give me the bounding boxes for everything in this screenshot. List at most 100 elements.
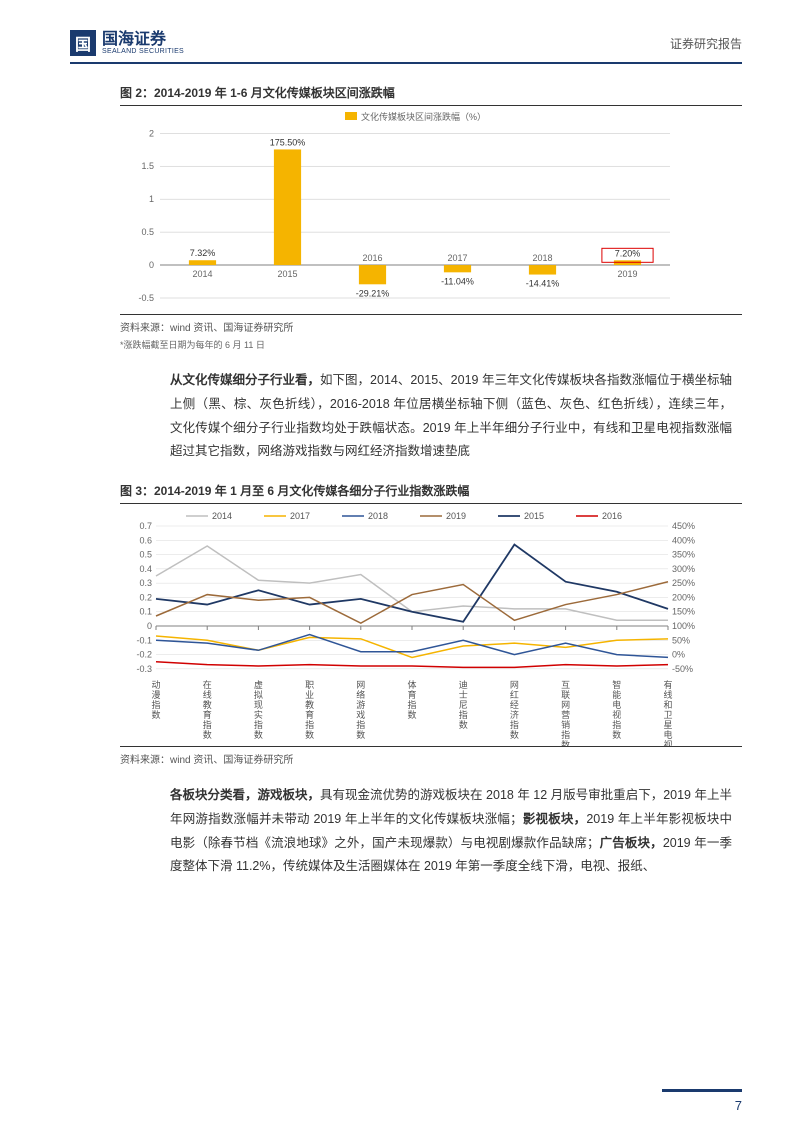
svg-text:尼: 尼 bbox=[459, 700, 468, 710]
svg-text:卫: 卫 bbox=[663, 710, 672, 720]
svg-text:2014: 2014 bbox=[192, 269, 212, 279]
svg-text:济: 济 bbox=[510, 709, 519, 720]
svg-text:0.5: 0.5 bbox=[139, 550, 152, 560]
svg-text:数: 数 bbox=[305, 729, 314, 740]
svg-text:100%: 100% bbox=[672, 621, 695, 631]
svg-text:电: 电 bbox=[663, 729, 672, 740]
svg-text:0.7: 0.7 bbox=[139, 521, 152, 531]
svg-text:1.5: 1.5 bbox=[141, 161, 154, 171]
svg-text:指: 指 bbox=[203, 719, 212, 730]
svg-text:红: 红 bbox=[510, 689, 519, 700]
svg-text:50%: 50% bbox=[672, 635, 690, 645]
body-paragraph-1: 从文化传媒细分子行业看，如下图，2014、2015、2019 年三年文化传媒板块… bbox=[170, 369, 732, 464]
svg-text:0%: 0% bbox=[672, 650, 685, 660]
svg-text:游: 游 bbox=[356, 699, 365, 710]
header-report-type: 证券研究报告 bbox=[670, 35, 742, 52]
svg-text:0: 0 bbox=[149, 260, 154, 270]
svg-text:指: 指 bbox=[561, 729, 570, 740]
svg-text:育: 育 bbox=[203, 709, 212, 720]
svg-text:指: 指 bbox=[407, 699, 416, 710]
svg-text:数: 数 bbox=[151, 709, 160, 720]
svg-text:2018: 2018 bbox=[532, 253, 552, 263]
svg-text:数: 数 bbox=[407, 709, 416, 720]
svg-text:体: 体 bbox=[407, 679, 416, 690]
svg-text:数: 数 bbox=[612, 729, 621, 740]
svg-text:2018: 2018 bbox=[368, 511, 388, 521]
svg-text:2017: 2017 bbox=[447, 253, 467, 263]
svg-text:动: 动 bbox=[151, 680, 160, 690]
svg-text:300%: 300% bbox=[672, 564, 695, 574]
figure-2-bar-chart: 文化传媒板块区间涨跌幅（%）-0.500.511.527.32%2014175.… bbox=[120, 108, 680, 308]
svg-text:2019: 2019 bbox=[446, 511, 466, 521]
svg-text:指: 指 bbox=[151, 699, 160, 710]
svg-text:2015: 2015 bbox=[277, 269, 297, 279]
figure-2-title: 图 2：2014-2019 年 1-6 月文化传媒板块区间涨跌幅 bbox=[120, 84, 742, 106]
svg-text:营: 营 bbox=[561, 709, 570, 720]
svg-text:250%: 250% bbox=[672, 578, 695, 588]
svg-text:2016: 2016 bbox=[602, 511, 622, 521]
svg-text:350%: 350% bbox=[672, 550, 695, 560]
svg-text:0.3: 0.3 bbox=[139, 578, 152, 588]
svg-text:2019: 2019 bbox=[617, 269, 637, 279]
svg-text:教: 教 bbox=[203, 699, 212, 710]
svg-text:育: 育 bbox=[407, 689, 416, 700]
figure-3-title: 图 3：2014-2019 年 1 月至 6 月文化传媒各细分子行业指数涨跌幅 bbox=[120, 482, 742, 504]
svg-text:电: 电 bbox=[612, 699, 621, 710]
svg-text:能: 能 bbox=[612, 689, 621, 700]
svg-text:7.32%: 7.32% bbox=[190, 248, 216, 258]
svg-text:指: 指 bbox=[305, 719, 314, 730]
svg-text:数: 数 bbox=[356, 729, 365, 740]
body-paragraph-2: 各板块分类看，游戏板块，具有现金流优势的游戏板块在 2018 年 12 月版号审… bbox=[170, 784, 732, 879]
svg-text:0.5: 0.5 bbox=[141, 227, 154, 237]
para2-bold-span: 广告板块， bbox=[599, 836, 662, 850]
logo-icon: 国 bbox=[70, 30, 96, 56]
logo-text-cn: 国海证券 bbox=[102, 32, 184, 48]
svg-text:0.2: 0.2 bbox=[139, 592, 152, 602]
svg-text:数: 数 bbox=[561, 739, 570, 746]
svg-text:现: 现 bbox=[254, 700, 263, 710]
svg-text:-0.2: -0.2 bbox=[136, 650, 152, 660]
svg-text:指: 指 bbox=[356, 719, 365, 730]
svg-text:指: 指 bbox=[459, 709, 468, 720]
svg-text:175.50%: 175.50% bbox=[270, 137, 306, 147]
svg-text:2015: 2015 bbox=[524, 511, 544, 521]
svg-text:在: 在 bbox=[203, 679, 212, 690]
svg-text:2016: 2016 bbox=[362, 253, 382, 263]
svg-text:2: 2 bbox=[149, 128, 154, 138]
figure-2-note: *涨跌幅截至日期为每年的 6 月 11 日 bbox=[120, 338, 742, 351]
svg-text:教: 教 bbox=[305, 699, 314, 710]
svg-text:数: 数 bbox=[203, 729, 212, 740]
svg-text:400%: 400% bbox=[672, 535, 695, 545]
svg-text:网: 网 bbox=[356, 680, 365, 690]
svg-text:士: 士 bbox=[459, 689, 468, 700]
svg-text:虚: 虚 bbox=[254, 679, 263, 690]
svg-text:拟: 拟 bbox=[254, 689, 263, 700]
svg-text:联: 联 bbox=[561, 690, 570, 700]
svg-text:-0.3: -0.3 bbox=[136, 664, 152, 674]
svg-text:指: 指 bbox=[612, 719, 621, 730]
svg-text:实: 实 bbox=[254, 709, 263, 720]
figure-2-source: 资料来源：wind 资讯、国海证券研究所 bbox=[120, 314, 742, 334]
svg-text:7.20%: 7.20% bbox=[615, 248, 641, 258]
svg-text:0: 0 bbox=[147, 621, 152, 631]
svg-text:1: 1 bbox=[149, 194, 154, 204]
page-number: 7 bbox=[642, 1098, 742, 1113]
svg-text:互: 互 bbox=[561, 680, 570, 690]
svg-text:-14.41%: -14.41% bbox=[526, 279, 560, 289]
svg-text:200%: 200% bbox=[672, 592, 695, 602]
svg-text:迪: 迪 bbox=[459, 679, 468, 690]
svg-text:-50%: -50% bbox=[672, 664, 693, 674]
svg-text:视: 视 bbox=[663, 739, 672, 746]
svg-text:络: 络 bbox=[356, 689, 365, 700]
footer-line bbox=[662, 1089, 742, 1092]
para2-bold-span: 各板块分类看，游戏板块， bbox=[170, 788, 320, 802]
svg-text:视: 视 bbox=[612, 709, 621, 720]
svg-text:有: 有 bbox=[663, 679, 672, 690]
svg-text:星: 星 bbox=[663, 720, 672, 730]
svg-text:戏: 戏 bbox=[356, 709, 365, 720]
svg-text:网: 网 bbox=[510, 680, 519, 690]
svg-text:和: 和 bbox=[663, 700, 672, 710]
logo-text-en: SEALAND SECURITIES bbox=[102, 48, 184, 55]
svg-text:0.1: 0.1 bbox=[139, 607, 152, 617]
svg-text:2014: 2014 bbox=[212, 511, 232, 521]
